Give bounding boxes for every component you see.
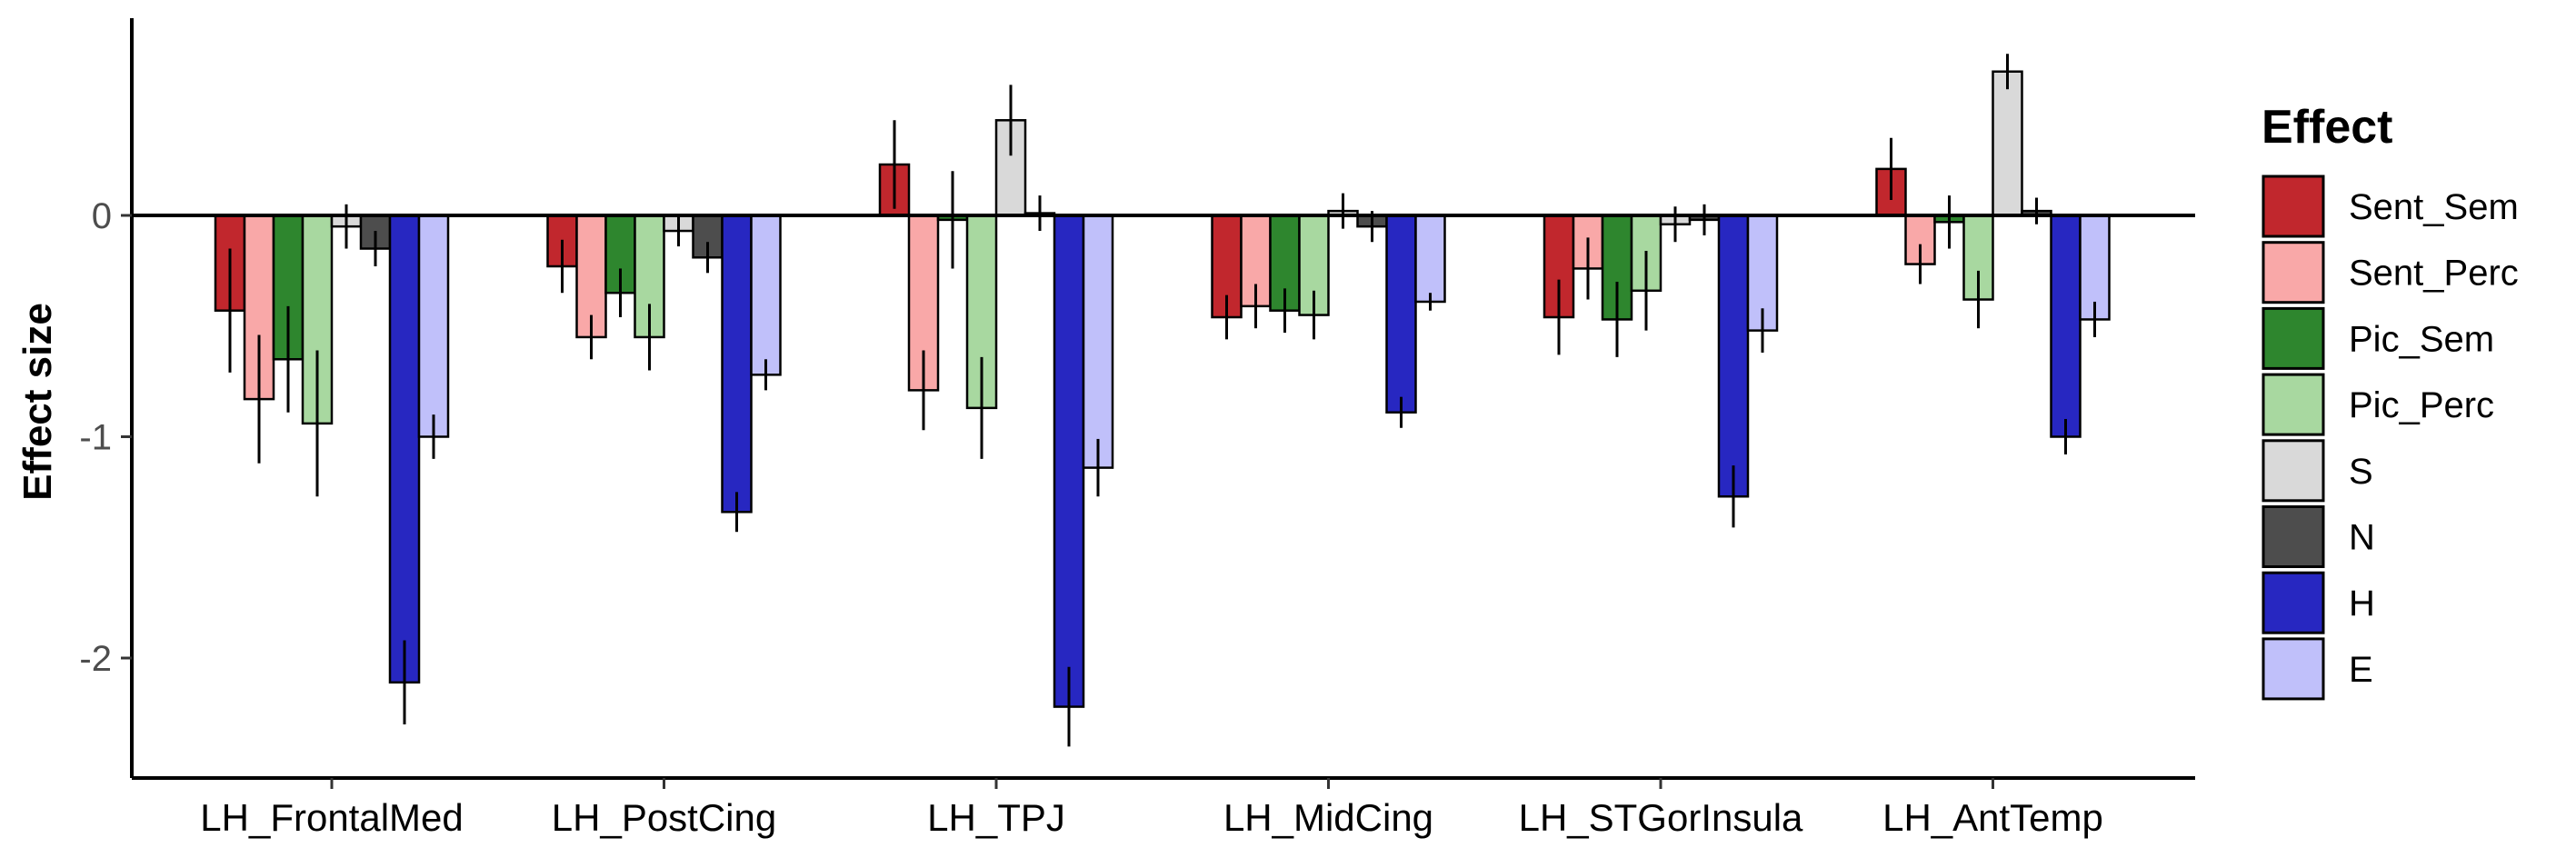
legend-label: Sent_Sem (2349, 187, 2519, 227)
legend: Effect Sent_Sem Sent_Perc Pic_Sem Pic_Perc S… (2261, 101, 2519, 701)
bar (1082, 214, 1114, 469)
legend-label: E (2349, 650, 2373, 690)
legend-label: Sent_Perc (2349, 254, 2519, 294)
legend-label: S (2349, 452, 2373, 492)
bar (1053, 214, 1085, 708)
bar (750, 214, 782, 376)
y-tick-label: -1 (79, 418, 112, 458)
legend-label: N (2349, 518, 2375, 558)
legend-title: Effect (2261, 101, 2392, 154)
plot-area: 0 -1 -2 LH_FrontalMed LH_PostCing LH_TPJ LH_Mi… (79, 18, 2195, 839)
bar (388, 214, 421, 684)
legend-key (2261, 373, 2325, 436)
legend-label: Pic_Sem (2349, 319, 2494, 359)
bar (1414, 214, 1446, 304)
bar (1717, 214, 1750, 498)
legend-key (2261, 439, 2325, 503)
x-tick-label: LH_PostCing (552, 796, 776, 839)
y-axis-title: Effect size (15, 303, 60, 501)
x-tick-label: LH_FrontalMed (200, 796, 463, 839)
bar (1992, 70, 2023, 217)
x-tick-label: LH_AntTemp (1882, 796, 2103, 839)
legend-key (2261, 241, 2325, 304)
bar (721, 214, 753, 514)
x-tick-label: LH_TPJ (927, 796, 1065, 839)
x-tick-label: LH_STGorInsula (1519, 796, 1803, 839)
y-tick-label: 0 (92, 196, 112, 236)
bar (2050, 214, 2082, 438)
legend-label: H (2349, 584, 2375, 624)
legend-key (2261, 571, 2325, 634)
bar (417, 214, 450, 438)
legend-label: Pic_Perc (2349, 385, 2494, 425)
legend-key (2261, 637, 2325, 701)
legend-key (2261, 306, 2325, 370)
bar (1385, 214, 1417, 414)
x-tick-label: LH_MidCing (1223, 796, 1433, 839)
y-tick-label: -2 (79, 639, 112, 679)
legend-key (2261, 175, 2325, 238)
legend-key (2261, 505, 2325, 568)
